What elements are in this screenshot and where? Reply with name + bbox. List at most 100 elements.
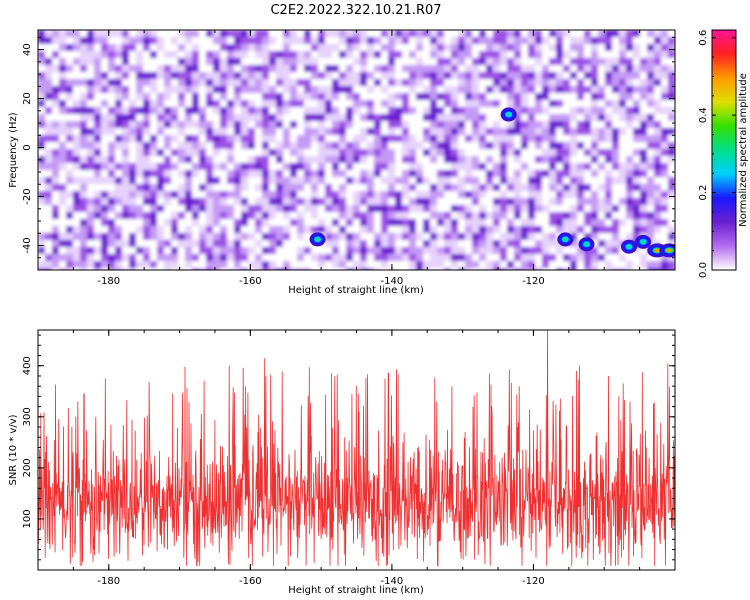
spectrogram-cell (339, 226, 347, 234)
spectrogram-cell (80, 72, 88, 80)
spectrogram-x-label: Height of straight line (km) (288, 285, 424, 296)
spectrogram-cell (192, 156, 200, 164)
spectrogram-cell (416, 121, 424, 129)
spectrogram-cell (157, 30, 165, 38)
spectrogram-cell (178, 226, 186, 234)
spectrogram-cell (486, 44, 494, 52)
spectrogram-cell (255, 58, 263, 66)
spectrogram-cell (423, 205, 431, 213)
spectrogram-cell (241, 121, 249, 129)
spectrogram-cell (584, 198, 592, 206)
spectrogram-cell (192, 254, 200, 262)
spectrogram-cell (388, 240, 396, 248)
spectrogram-cell (255, 212, 263, 220)
y-tick-label: 400 (22, 356, 33, 375)
spectrogram-cell (584, 268, 592, 270)
spectrogram-cell (311, 163, 319, 171)
spectrogram-cell (143, 226, 151, 234)
spectrogram-cell (73, 100, 81, 108)
spectrogram-cell (395, 184, 403, 192)
spectrogram-cell (528, 37, 536, 45)
spectrogram-cell (129, 219, 137, 227)
spectrogram-cell (346, 121, 354, 129)
spectrogram-cell (164, 226, 172, 234)
spectrogram-cell (605, 72, 613, 80)
spectrogram-cell (269, 128, 277, 136)
spectrogram-cell (59, 261, 67, 269)
spectrogram-cell (143, 149, 151, 157)
spectrogram-cell (157, 170, 165, 178)
spectrogram-cell (598, 128, 606, 136)
spectrogram-cell (430, 128, 438, 136)
spectrogram-cell (626, 72, 634, 80)
spectrogram-cell (220, 233, 228, 241)
spectrogram-cell (451, 93, 459, 101)
spectrogram-cell (157, 79, 165, 87)
spectrogram-cell (164, 156, 172, 164)
spectrogram-cell (52, 37, 60, 45)
spectrogram-cell (416, 191, 424, 199)
spectrogram-cell (332, 163, 340, 171)
spectrogram-cell (178, 149, 186, 157)
spectrogram-cell (444, 121, 452, 129)
spectrogram-cell (262, 72, 270, 80)
spectrogram-cell (353, 37, 361, 45)
spectrogram-cell (458, 219, 466, 227)
spectrogram-cell (542, 149, 550, 157)
spectrogram-cell (570, 142, 578, 150)
spectrogram-cell (248, 79, 256, 87)
spectrogram-cell (276, 121, 284, 129)
spectrogram-cell (542, 79, 550, 87)
spectrogram-cell (318, 177, 326, 185)
spectrogram-cell (164, 261, 172, 269)
spectrogram-cell (521, 135, 529, 143)
spectrogram-cell (171, 212, 179, 220)
spectrogram-cell (416, 135, 424, 143)
spectrogram-cell (416, 128, 424, 136)
spectrogram-cell (283, 156, 291, 164)
spectrogram-cell (213, 184, 221, 192)
spectrogram-cell (668, 114, 675, 122)
spectrogram-cell (66, 163, 74, 171)
spectrogram-cell (143, 100, 151, 108)
snr-x-label: Height of straight line (km) (288, 585, 424, 596)
spectrogram-cell (423, 65, 431, 73)
spectrogram-cell (136, 37, 144, 45)
spectrogram-cell (206, 156, 214, 164)
spectrogram-cell (374, 79, 382, 87)
spectrogram-cell (52, 170, 60, 178)
spectrogram-cell (164, 212, 172, 220)
spectrogram-cell (171, 65, 179, 73)
spectrogram-cell (248, 233, 256, 241)
spectrogram-cell (108, 163, 116, 171)
spectrogram-cell (465, 114, 473, 122)
spectrogram-cell (297, 107, 305, 115)
spectrogram-cell (108, 121, 116, 129)
spectrogram-cell (507, 170, 515, 178)
spectrogram-cell (577, 121, 585, 129)
spectrogram-cell (465, 156, 473, 164)
spectrogram-cell (556, 65, 564, 73)
spectrogram-cell (115, 51, 123, 59)
spectrogram-cell (430, 226, 438, 234)
spectrogram-cell (416, 149, 424, 157)
spectrogram-cell (353, 128, 361, 136)
spectrogram-cell (472, 128, 480, 136)
spectrogram-cell (521, 93, 529, 101)
spectrogram-cell (619, 121, 627, 129)
spectrogram-cell (311, 219, 319, 227)
spectrogram-cell (171, 177, 179, 185)
spectrogram-cell (297, 149, 305, 157)
spectrogram-cell (654, 198, 662, 206)
spectrogram-cell (115, 72, 123, 80)
spectrogram-cell (304, 219, 312, 227)
spectrogram-cell (626, 226, 634, 234)
spectrogram-cell (248, 170, 256, 178)
spectrogram-cell (493, 79, 501, 87)
spectrogram-cell (66, 226, 74, 234)
spectrogram-cell (507, 128, 515, 136)
spectrogram-cell (647, 128, 655, 136)
spectrogram-cell (444, 156, 452, 164)
spectrogram-cell (220, 79, 228, 87)
spectrogram-cell (129, 254, 137, 262)
